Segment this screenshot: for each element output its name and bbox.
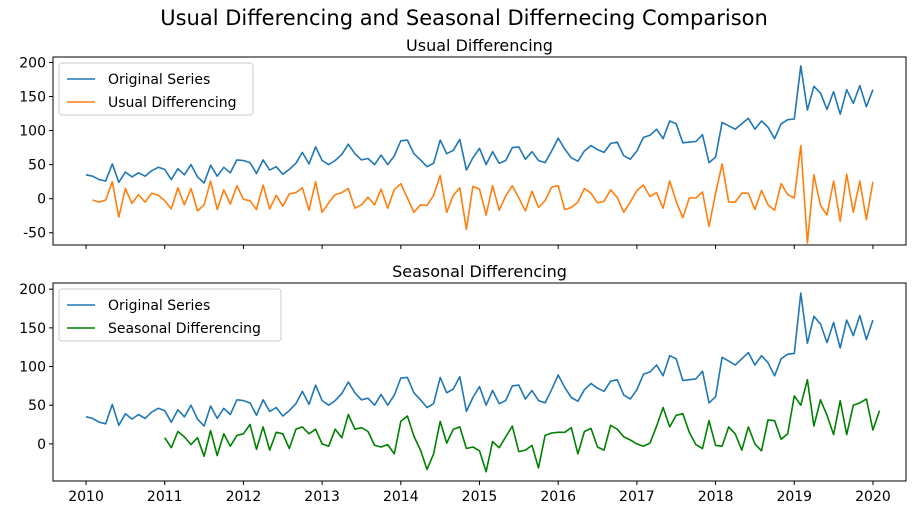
x-tick-label: 2019 [776,489,812,505]
legend-label-original-series: Original Series [108,72,210,88]
y-tick-label: -50 [23,226,46,242]
legend-box [58,288,282,342]
x-tick-label: 2020 [855,489,891,505]
y-tick-label: 100 [19,360,46,376]
y-tick-label: 0 [37,192,46,208]
x-tick-label: 2015 [462,489,498,505]
y-tick-label: 0 [37,437,46,453]
x-tick-label: 2013 [304,489,340,505]
x-tick-label: 2011 [147,489,183,505]
x-tick-label: 2012 [226,489,262,505]
legend-label-seasonal-differencing: Seasonal Differencing [108,321,261,337]
y-tick-label: 50 [28,158,46,174]
legend-label-usual-differencing: Usual Differencing [108,95,237,111]
series-line-original-series [85,292,874,427]
y-tick-label: 200 [19,282,46,298]
y-tick-label: 150 [19,90,46,106]
y-tick-label: 200 [19,55,46,71]
legend: Original Series Usual Differencing [58,62,254,116]
y-tick-label: 150 [19,321,46,337]
series-line-seasonal-differencing [164,378,881,473]
x-tick-label: 2014 [383,489,419,505]
x-tick-label: 2018 [698,489,734,505]
figure-title: Usual Differencing and Seasonal Differne… [160,6,768,30]
legend: Original Series Seasonal Differencing [58,288,282,342]
seasonal-differencing-panel: Seasonal Differencing 0 50 100 150 200 2010 201… [19,262,907,505]
x-tick-label: 2017 [619,489,655,505]
usual-differencing-panel: Usual Differencing -50 0 50 100 150 200 Origina… [19,36,907,249]
y-tick-label: 100 [19,124,46,140]
subplot-title: Usual Differencing [406,36,553,55]
series-line-original-series [85,65,874,184]
x-tick-label: 2010 [68,489,104,505]
subplot-title: Seasonal Differencing [392,262,567,281]
legend-box [58,62,254,116]
series-line-usual-differencing [92,144,874,244]
y-tick-label: 50 [28,398,46,414]
legend-label-original-series: Original Series [108,298,210,314]
x-tick-label: 2016 [540,489,576,505]
